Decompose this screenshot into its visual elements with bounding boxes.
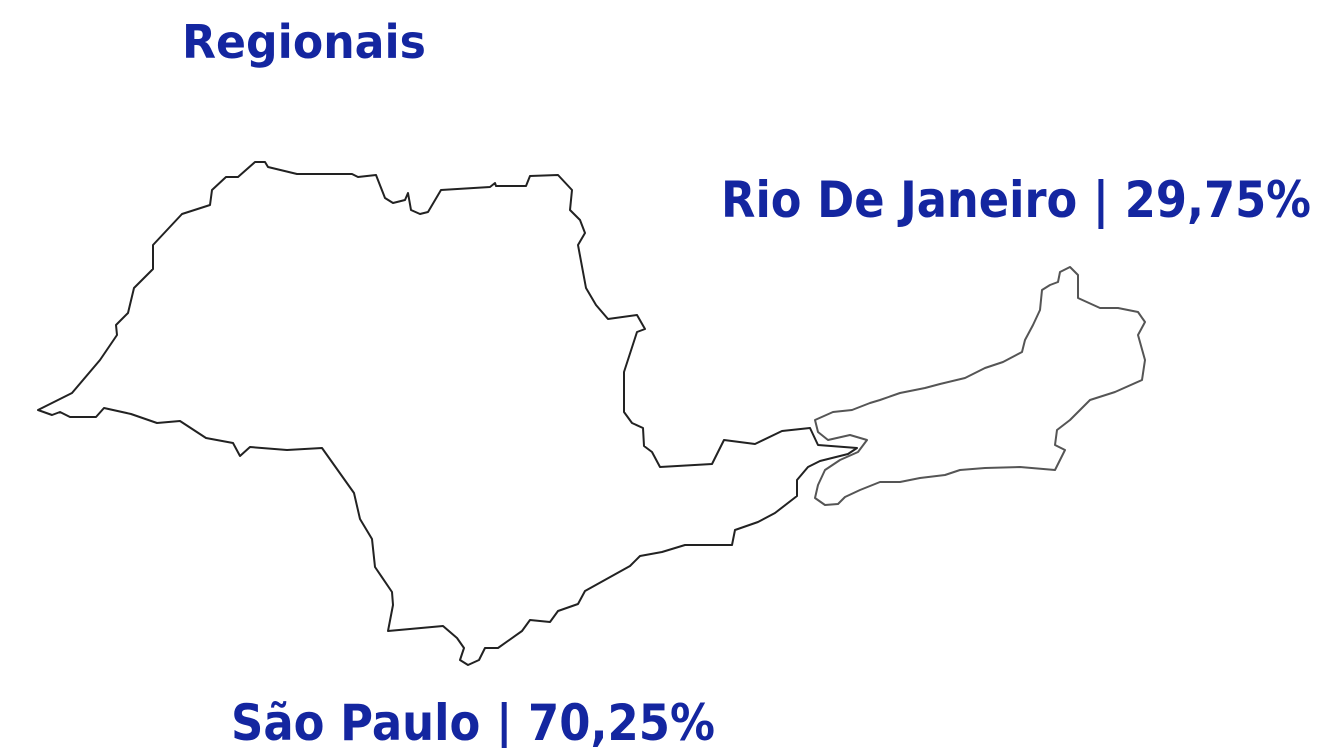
region-label: Rio De Janeiro | 29,75% — [721, 171, 1311, 229]
region-label: São Paulo | 70,25% — [231, 694, 715, 748]
map-title: Regionais — [182, 15, 426, 69]
rio-de-janeiro-outline — [814, 266, 1146, 506]
sao-paulo-outline — [37, 161, 858, 666]
